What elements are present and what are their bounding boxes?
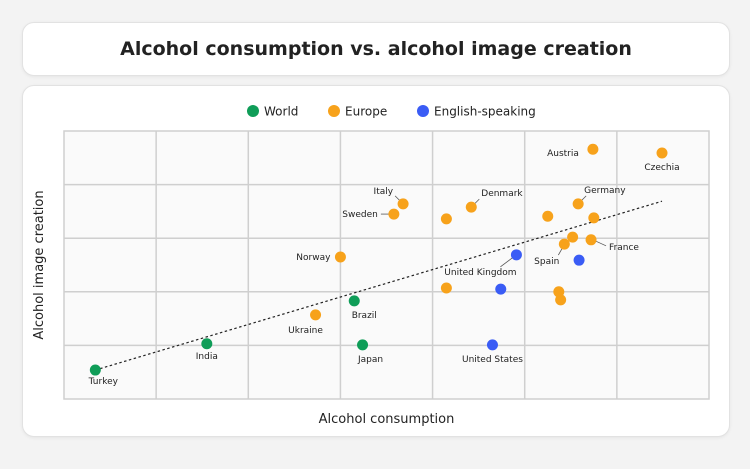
data-point-austria	[587, 143, 599, 155]
point-label: France	[609, 243, 639, 253]
point-label: Sweden	[342, 210, 378, 220]
title-card: Alcohol consumption vs. alcohol image cr…	[22, 22, 730, 76]
x-axis-label: Alcohol consumption	[319, 412, 455, 427]
legend-marker-english-speaking	[417, 105, 429, 117]
point-label: Turkey	[88, 377, 119, 387]
point-label: Norway	[296, 253, 331, 263]
chart-title: Alcohol consumption vs. alcohol image cr…	[120, 38, 632, 60]
y-axis-label: Alcohol image creation	[32, 190, 47, 339]
legend-label: World	[264, 105, 298, 119]
point-label: Czechia	[644, 163, 679, 173]
point-label: Germany	[584, 186, 626, 196]
data-point	[555, 294, 567, 306]
data-point-denmark	[465, 201, 477, 213]
legend-marker-world	[247, 105, 259, 117]
data-point-india	[201, 338, 213, 350]
legend-marker-europe	[328, 105, 340, 117]
data-point-france	[585, 234, 597, 246]
data-point	[588, 212, 600, 224]
data-point-spain	[558, 238, 570, 250]
data-point	[567, 231, 579, 243]
point-label: Austria	[547, 149, 579, 159]
point-label: Italy	[374, 187, 394, 197]
data-point-czechia	[656, 147, 668, 159]
point-label: Denmark	[481, 189, 523, 199]
trend-line	[95, 200, 663, 371]
point-label: Japan	[357, 355, 383, 365]
data-point	[495, 283, 507, 295]
scatter-chart: World Europe English-speaking Alcohol consu…	[32, 105, 710, 427]
data-point	[440, 282, 452, 294]
data-point-sweden	[388, 208, 400, 220]
point-label: United States	[462, 355, 523, 365]
point-label: India	[196, 352, 218, 362]
legend-label: English-speaking	[434, 105, 536, 119]
data-point-ukraine	[310, 309, 322, 321]
point-label: United Kingdom	[444, 268, 516, 278]
data-point-turkey	[89, 364, 101, 376]
leader-line	[557, 247, 563, 256]
data-point-united-kingdom	[510, 249, 522, 261]
data-point	[440, 213, 452, 225]
data-point-japan	[357, 339, 369, 351]
chart-card: World Europe English-speaking Alcohol consu…	[22, 85, 730, 437]
data-point-italy	[397, 198, 409, 210]
plot-area	[63, 130, 710, 400]
point-label: Ukraine	[288, 326, 323, 336]
data-point	[542, 210, 554, 222]
data-point-brazil	[348, 295, 360, 307]
point-label: Spain	[534, 257, 559, 267]
data-point-norway	[334, 251, 346, 263]
data-point	[573, 254, 585, 266]
legend-label: Europe	[345, 105, 387, 119]
leader-line	[500, 257, 513, 268]
leader-line	[594, 240, 607, 247]
data-point-united-states	[486, 339, 498, 351]
data-point-germany	[572, 198, 584, 210]
point-label: Brazil	[352, 311, 377, 321]
